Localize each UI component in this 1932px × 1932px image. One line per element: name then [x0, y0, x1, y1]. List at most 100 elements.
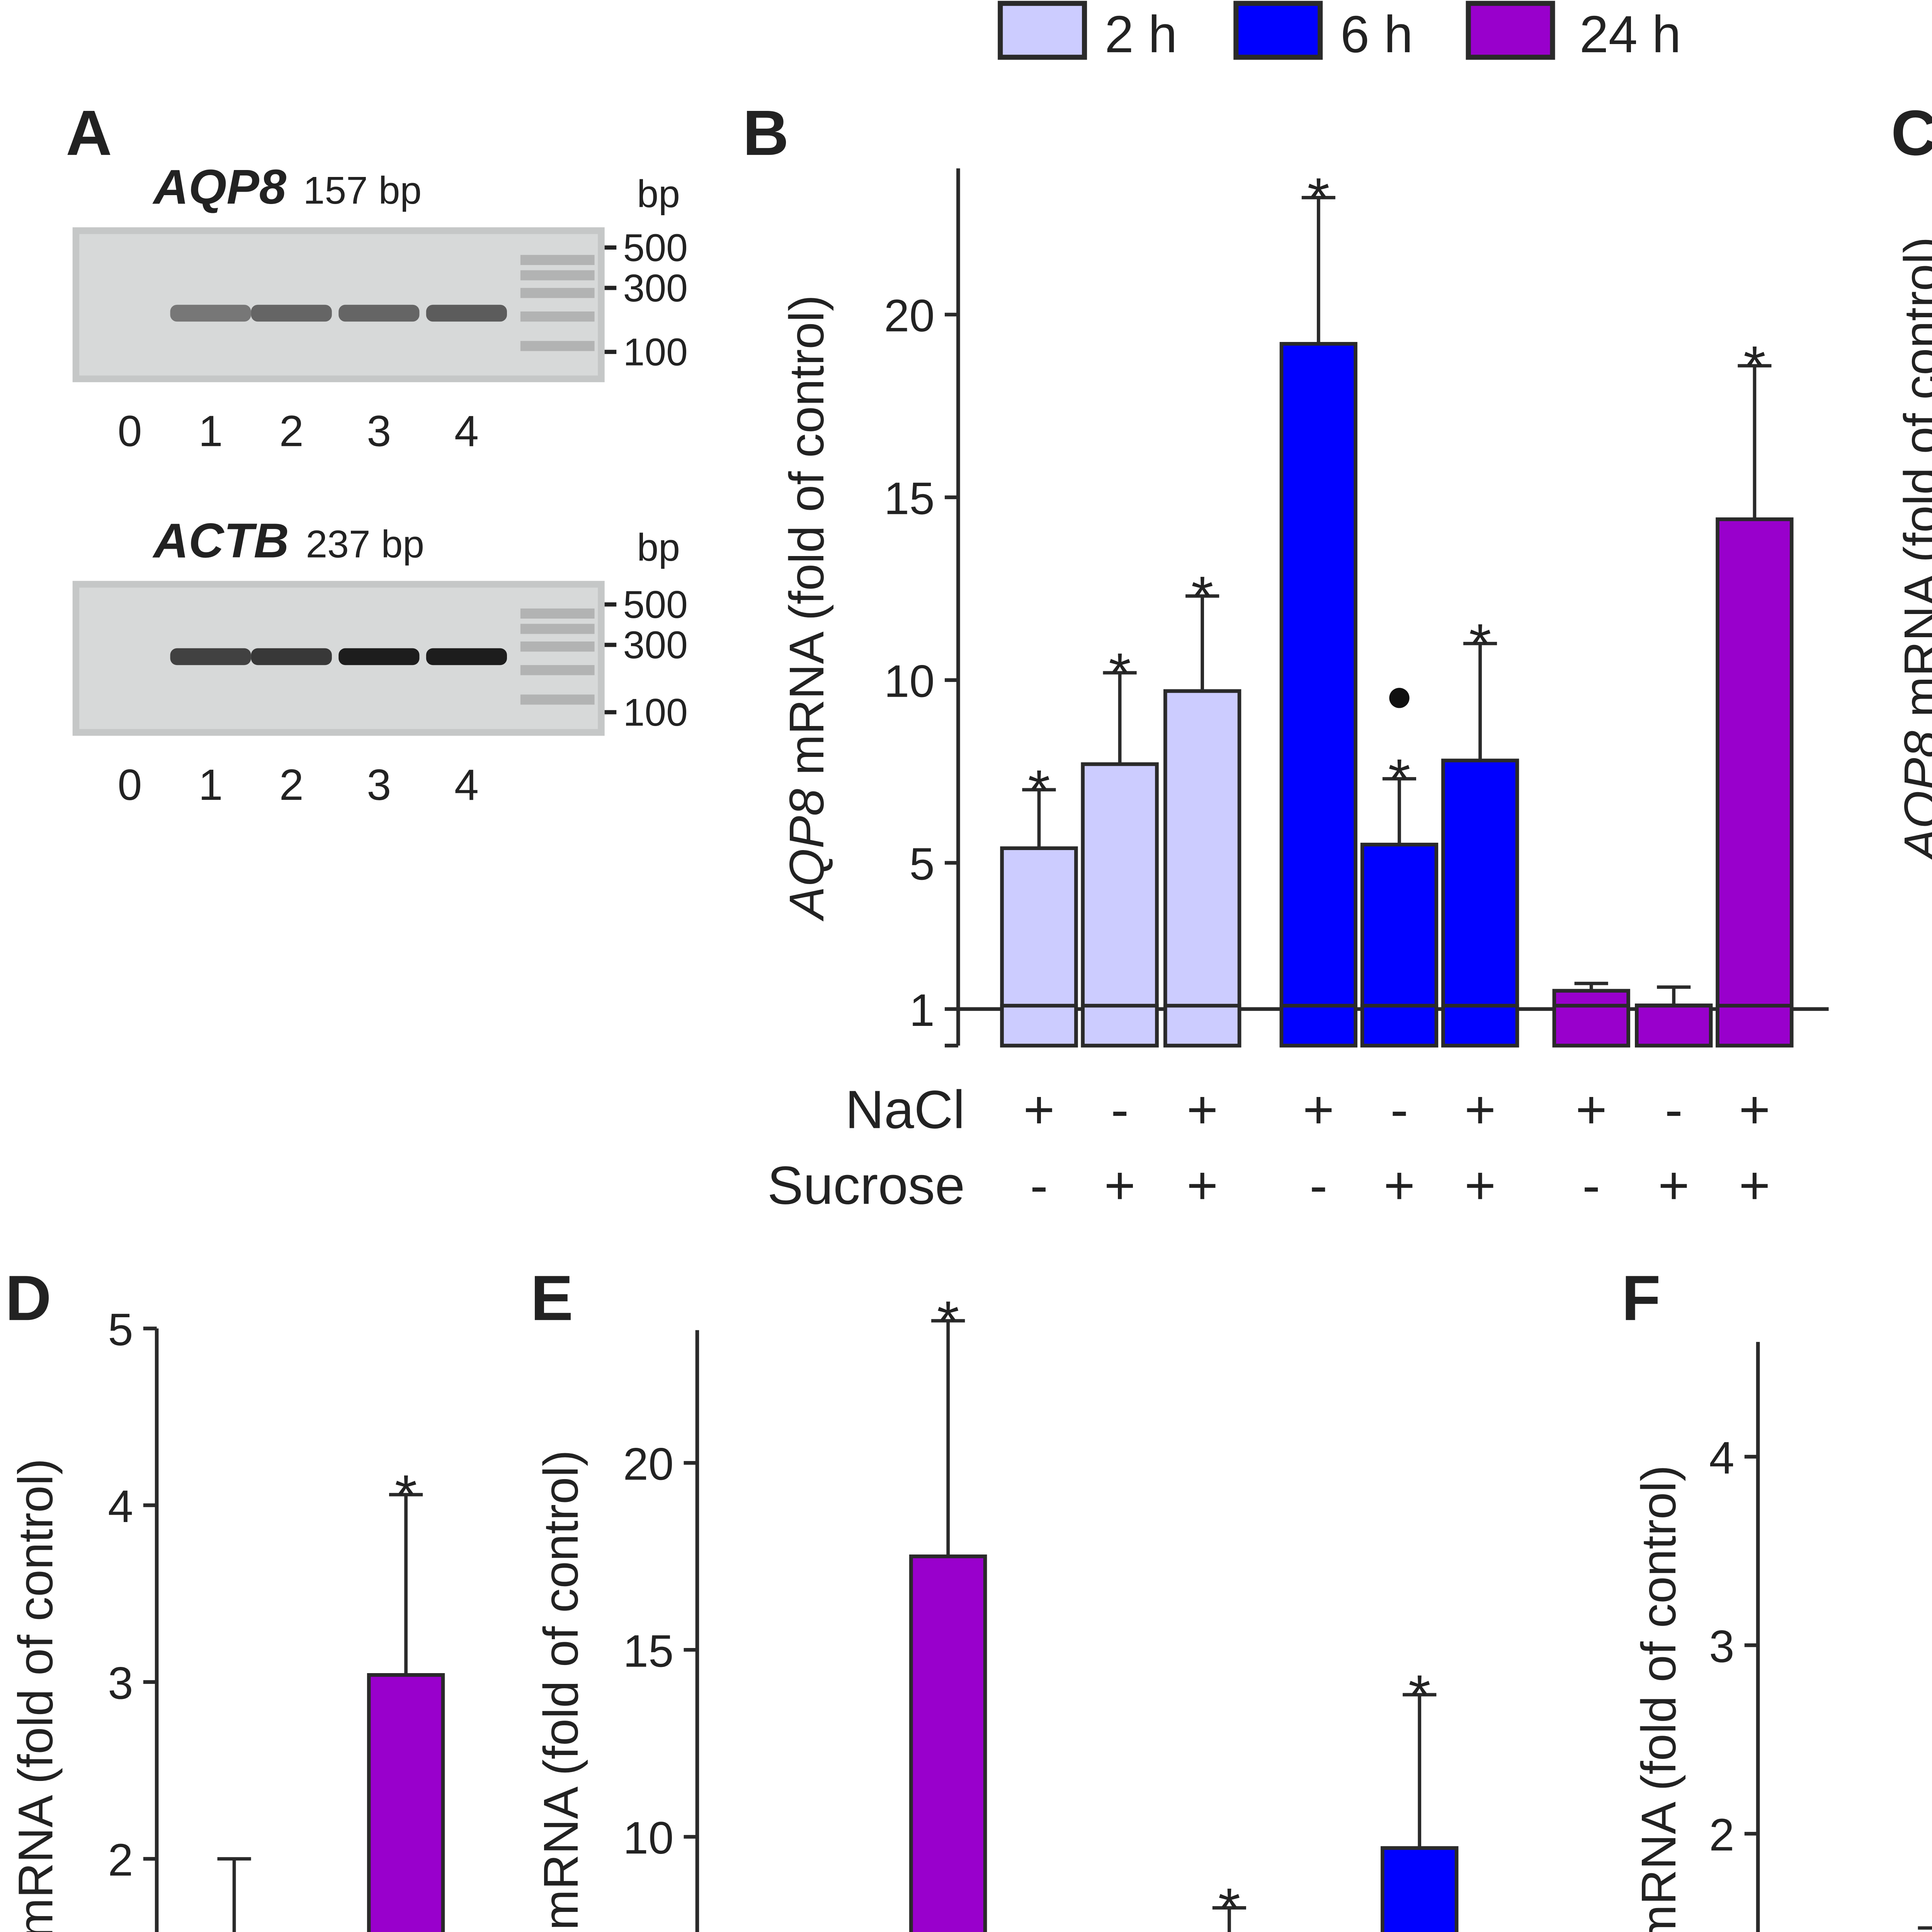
bar	[367, 1673, 445, 1932]
y-tick-label: 4	[1709, 1432, 1734, 1483]
y-tick-label: 15	[884, 473, 935, 524]
lane-label: 4	[454, 760, 479, 810]
panel-letter-b: B	[743, 97, 789, 169]
significance-star: *	[1469, 612, 1492, 676]
sample-band	[426, 648, 507, 665]
y-axis-label: AQP8 mRNA (fold of control)	[534, 1450, 588, 1932]
ladder-band	[520, 694, 595, 705]
legend-swatch-2	[1466, 1, 1555, 60]
significance-star: *	[937, 1289, 959, 1353]
ladder-band	[520, 341, 595, 351]
condition-sign: -	[1665, 1079, 1682, 1139]
bar	[1381, 1846, 1459, 1932]
bar	[909, 1554, 987, 1932]
y-label-gene: AQP8	[779, 789, 834, 922]
ladder-band	[520, 288, 595, 298]
condition-label-nacl: NaCl	[845, 1079, 965, 1139]
lane-label: 3	[367, 760, 391, 810]
y-tick-label: 5	[909, 838, 934, 889]
legend: 2 h 6 h 24 h	[998, 1, 1681, 63]
marker-label-500: 500	[623, 226, 688, 269]
y-label-text: mRNA (fold of control)	[779, 295, 834, 789]
panel-e-chart: E15101520AQP8 mRNA (fold of control)****…	[531, 1262, 1459, 1932]
bar-overlay	[1635, 1003, 1713, 1048]
y-label-gene: AQP8	[1894, 731, 1932, 864]
y-tick-label: 20	[884, 290, 935, 341]
marker-label-100: 100	[623, 691, 688, 734]
lane-label: 4	[454, 407, 479, 456]
panel-letter-c: C	[1891, 97, 1932, 169]
ladder-band	[520, 255, 595, 265]
panel-f-chart: F01234AQP8 mRNA (fold of control)****Glu…	[1622, 1262, 1932, 1932]
significance-star: *	[1218, 1877, 1241, 1932]
y-axis-label: AQP8 mRNA (fold of control)	[8, 1458, 63, 1932]
bar	[1716, 517, 1794, 1048]
significance-dot	[1389, 688, 1410, 708]
condition-sign: +	[1303, 1079, 1334, 1139]
sample-band	[338, 648, 420, 665]
bp-unit-label: bp	[637, 172, 680, 216]
legend-label-2: 24 h	[1580, 5, 1681, 63]
y-label-text: mRNA (fold of control)	[534, 1450, 588, 1932]
condition-sign: +	[1739, 1079, 1770, 1139]
sample-band	[426, 304, 507, 322]
condition-sign: +	[1464, 1155, 1496, 1216]
gel-title: AQP8 157 bp	[152, 160, 422, 214]
bar-overlay	[1081, 1003, 1159, 1048]
ladder-band	[520, 270, 595, 281]
lane-label: 2	[279, 760, 304, 810]
gel-title: ACTB 237 bp	[152, 513, 424, 568]
legend-label-0: 2 h	[1105, 5, 1177, 63]
condition-sign: -	[1582, 1155, 1600, 1216]
significance-star: *	[1388, 748, 1411, 811]
marker-label-300: 300	[623, 624, 688, 667]
y-label-text: mRNA (fold of control)	[1631, 1465, 1686, 1932]
bar	[1163, 689, 1242, 1048]
sample-band	[338, 304, 420, 322]
lane-label: 1	[199, 407, 223, 456]
condition-sign: +	[1575, 1079, 1607, 1139]
y-axis-label: AQP8 mRNA (fold of control)	[1631, 1465, 1686, 1932]
y-label-text: mRNA (fold of control)	[8, 1458, 63, 1932]
sample-band	[170, 648, 251, 665]
significance-star: *	[1109, 641, 1131, 705]
ladder-band	[520, 641, 595, 652]
ladder-band	[520, 608, 595, 619]
bar-overlay	[1163, 1003, 1242, 1048]
marker-label-100: 100	[623, 331, 688, 374]
ladder-band	[520, 624, 595, 634]
panel-letter-f: F	[1622, 1262, 1661, 1334]
lane-label: 3	[367, 407, 391, 456]
bp-unit-label: bp	[637, 526, 680, 569]
lane-label: 0	[117, 760, 142, 810]
significance-star: *	[1191, 565, 1214, 629]
panel-letter-d: D	[5, 1262, 51, 1334]
panel-letter-a: A	[66, 97, 112, 169]
legend-label-1: 6 h	[1340, 5, 1413, 63]
amplicon-size: 157 bp	[303, 169, 422, 212]
legend-swatch-0	[998, 1, 1087, 60]
y-tick-label: 10	[884, 656, 935, 707]
bar-overlay	[1716, 1003, 1794, 1048]
significance-star: *	[395, 1463, 417, 1527]
y-axis-label: AQP8 mRNA (fold of control)	[1894, 237, 1932, 864]
y-tick-label: 5	[108, 1304, 133, 1355]
condition-sign: +	[1023, 1079, 1054, 1139]
condition-sign: +	[1739, 1155, 1770, 1216]
bar-overlay	[1360, 1003, 1439, 1048]
y-tick-label: 10	[623, 1812, 674, 1863]
y-label-text: mRNA (fold of control)	[1894, 237, 1932, 731]
y-axis-label: AQP8 mRNA (fold of control)	[779, 295, 834, 922]
sample-band	[251, 648, 332, 665]
y-tick-label: 2	[1709, 1809, 1734, 1860]
lane-label: 1	[199, 760, 223, 810]
sample-band	[251, 304, 332, 322]
lane-label: 2	[279, 407, 304, 456]
gene-name: AQP8	[152, 160, 287, 214]
condition-sign: -	[1310, 1155, 1327, 1216]
gel-image	[72, 227, 605, 383]
marker-label-500: 500	[623, 583, 688, 626]
